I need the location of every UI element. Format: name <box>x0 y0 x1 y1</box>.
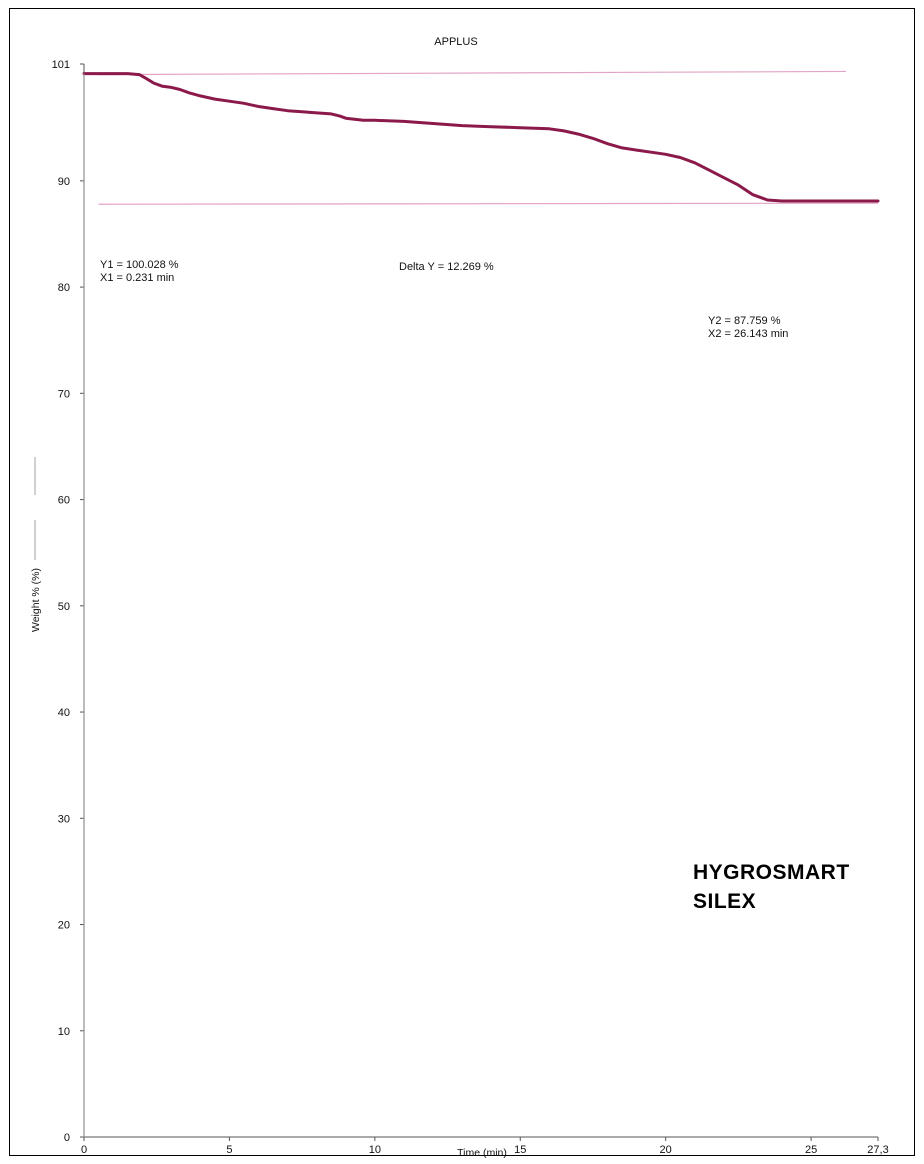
x-tick-label: 0 <box>81 1144 87 1156</box>
reference-line <box>98 70 847 76</box>
annotation-end: Y2 = 87.759 % X2 = 26.143 min <box>708 315 788 340</box>
chart-title: APPLUS <box>434 36 477 48</box>
y-tick-label: 90 <box>58 176 70 188</box>
y-tick-label: 10 <box>58 1026 70 1038</box>
y-tick-label: 50 <box>58 601 70 613</box>
x-tick-label: 5 <box>226 1144 232 1156</box>
annotation-x1: X1 = 0.231 min <box>100 272 174 284</box>
y-tick-label: 20 <box>58 920 70 932</box>
x-tick-label: 27,3 <box>867 1144 888 1156</box>
x-tick-label: 10 <box>369 1144 381 1156</box>
y-tick-label: 0 <box>64 1132 70 1144</box>
x-tick-label: 15 <box>514 1144 526 1156</box>
x-axis-title: Time (min) <box>457 1147 507 1159</box>
y-tick-label: 101 <box>52 59 70 71</box>
product-label: HYGROSMART SILEX <box>693 858 850 916</box>
y-tick-label: 40 <box>58 707 70 719</box>
x-tick-label: 25 <box>805 1144 817 1156</box>
y-tick-label: 30 <box>58 813 70 825</box>
annotation-y1: Y1 = 100.028 % <box>100 259 179 271</box>
y-axis: 0 10 20 30 40 50 60 70 80 90 101 <box>52 59 85 1144</box>
product-label-line1: HYGROSMART <box>693 861 850 884</box>
product-label-line2: SILEX <box>693 890 757 913</box>
series-line <box>82 72 880 203</box>
annotation-start: Y1 = 100.028 % X1 = 0.231 min <box>100 259 179 284</box>
y-tick-label: 60 <box>58 495 70 507</box>
x-axis: 0 5 10 15 20 25 27,3 <box>81 1136 889 1156</box>
annotation-delta: Delta Y = 12.269 % <box>399 261 494 273</box>
y-tick-label: 80 <box>58 282 70 294</box>
x-tick-label: 20 <box>660 1144 672 1156</box>
y-tick-label: 70 <box>58 388 70 400</box>
annotation-delta-y: Delta Y = 12.269 % <box>399 261 494 273</box>
annotation-y2: Y2 = 87.759 % <box>708 315 781 327</box>
reference-lines <box>98 70 879 205</box>
reference-line <box>98 202 879 205</box>
y-axis-title: Weight % (%) <box>30 568 42 632</box>
annotation-x2: X2 = 26.143 min <box>708 328 788 340</box>
series-group <box>82 72 880 1137</box>
